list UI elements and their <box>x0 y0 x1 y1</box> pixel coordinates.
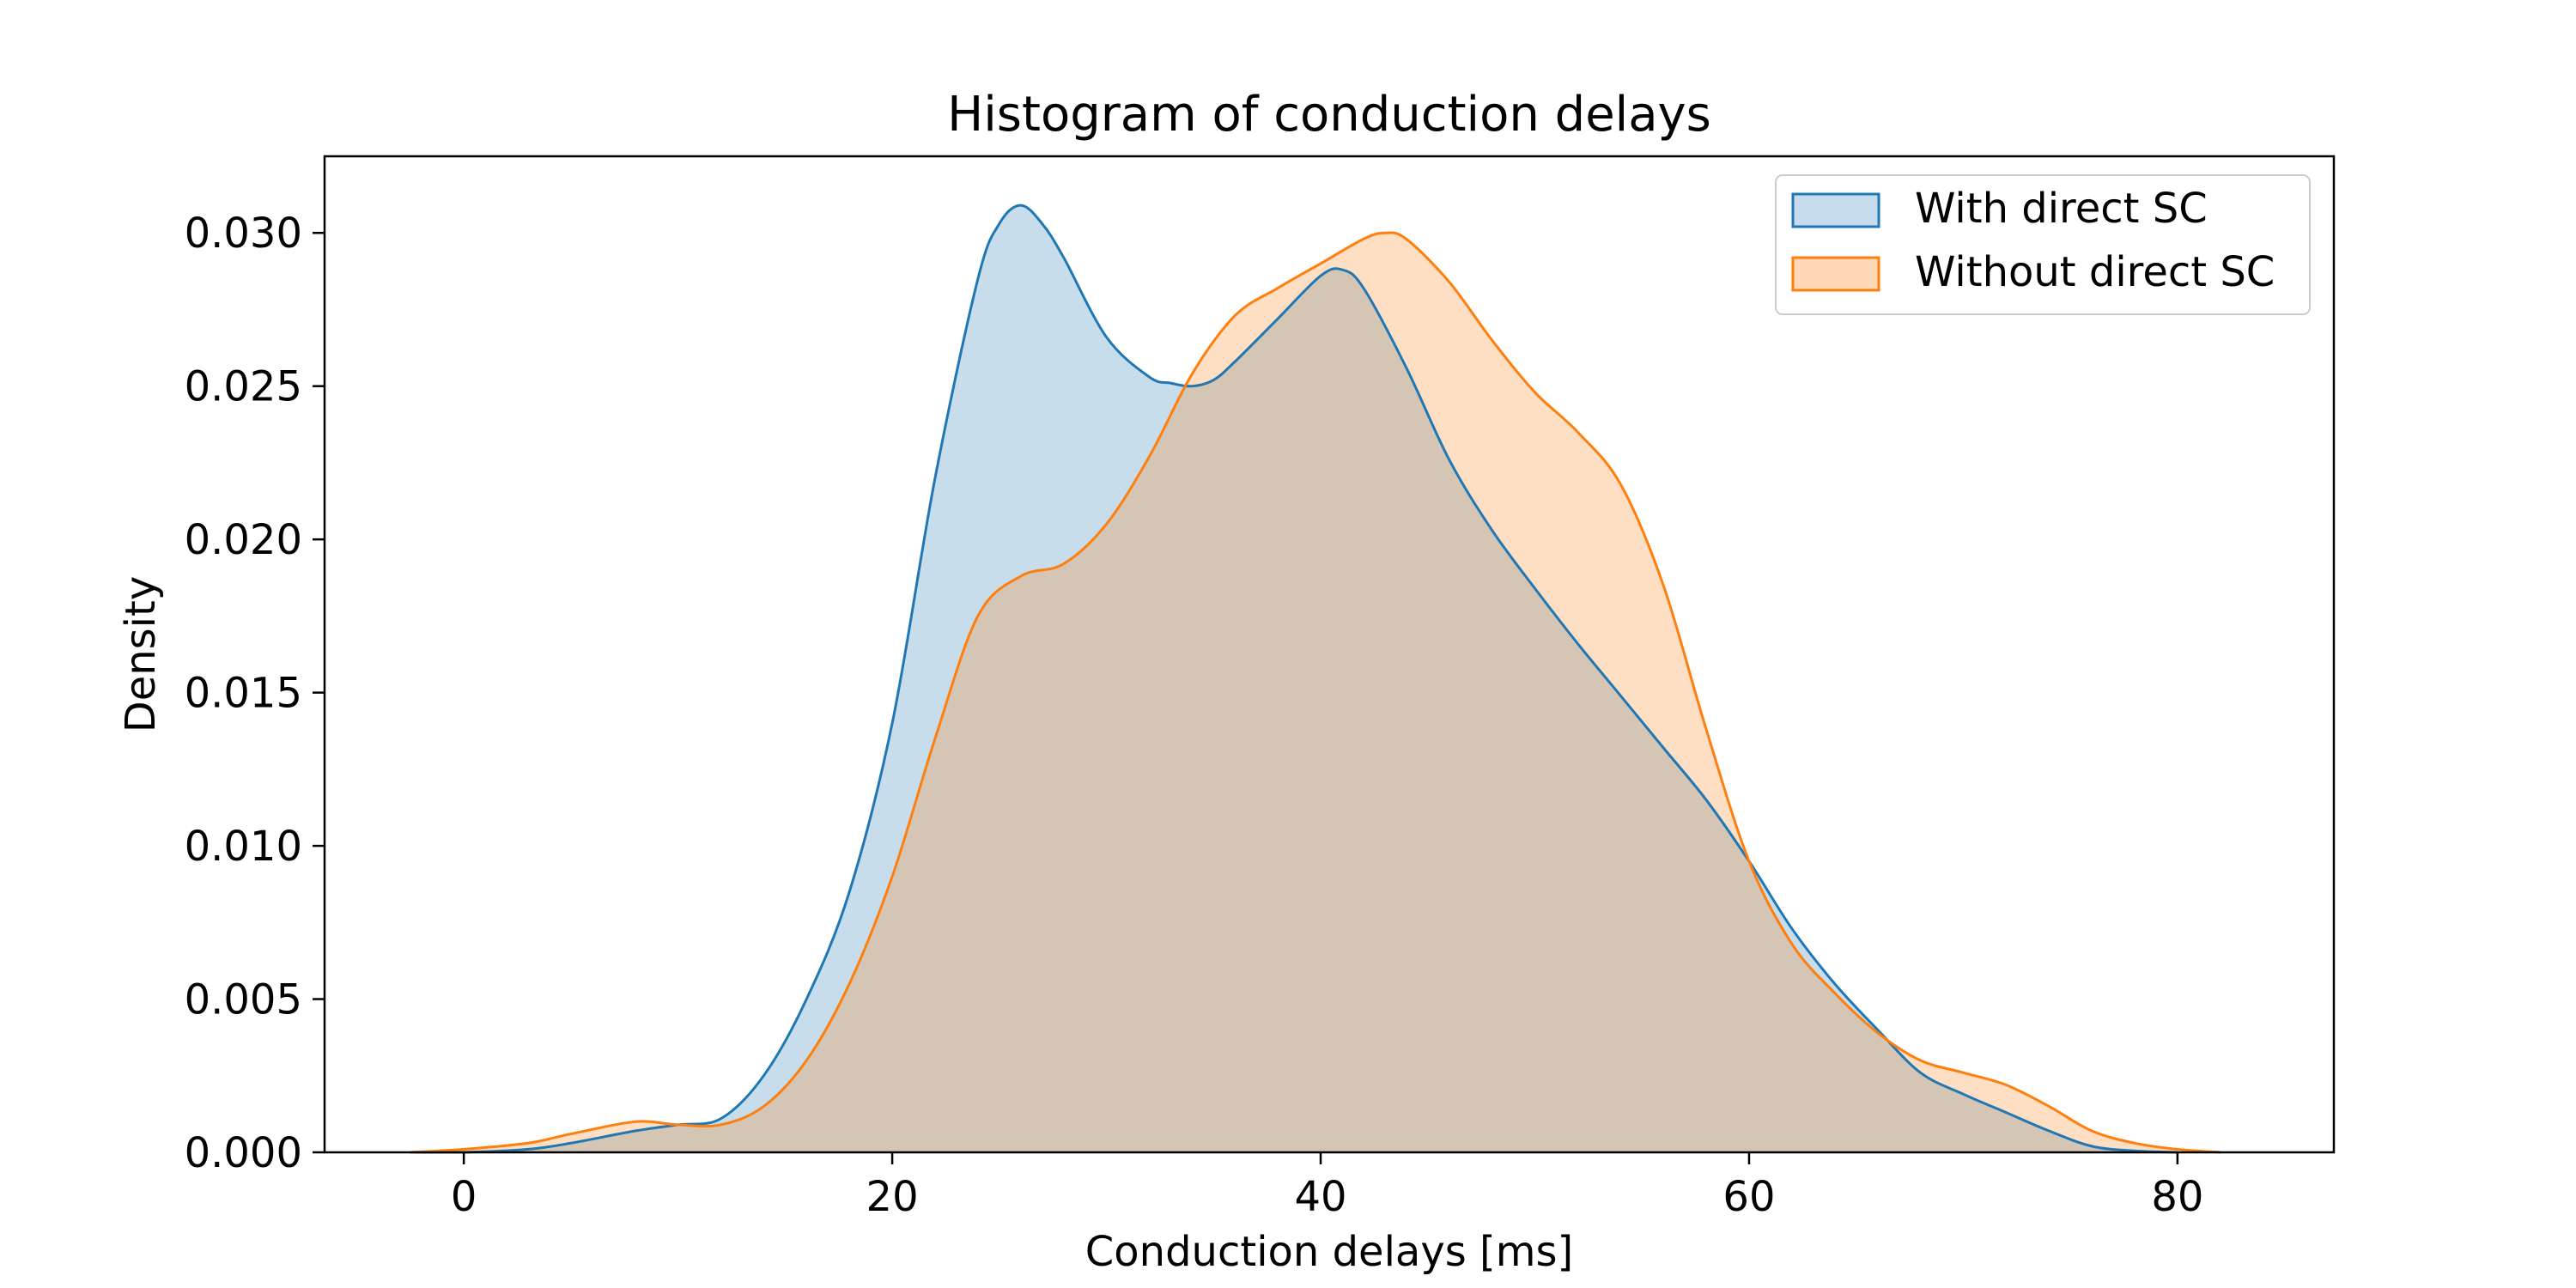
y-tick-label: 0.030 <box>185 210 302 258</box>
legend: With direct SC Without direct SC <box>1775 174 2311 315</box>
legend-swatch-without-direct-sc <box>1791 256 1880 292</box>
x-tick-label: 80 <box>2151 1173 2203 1221</box>
series-line-with-direct-sc <box>410 204 2178 1154</box>
axes-frame <box>323 155 2336 1154</box>
series-line-without-direct-sc <box>410 231 2221 1154</box>
y-axis-label: Density <box>117 576 165 732</box>
legend-box <box>1775 174 2311 315</box>
y-tick-label: 0.010 <box>185 823 302 871</box>
y-tick-label: 0.015 <box>185 670 302 718</box>
y-tick-label: 0.005 <box>185 976 302 1024</box>
series-area-with-direct-sc <box>410 205 2178 1153</box>
legend-label-without-direct-sc: Without direct SC <box>1915 248 2275 296</box>
y-tick-label: 0.000 <box>185 1129 302 1177</box>
chart-title: Histogram of conduction delays <box>947 87 1711 143</box>
plot-area <box>410 204 2221 1154</box>
x-tick-label: 40 <box>1294 1173 1346 1221</box>
x-axis-label: Conduction delays [ms] <box>1085 1228 1573 1276</box>
legend-swatch-with-direct-sc <box>1791 192 1880 228</box>
legend-label-with-direct-sc: With direct SC <box>1915 185 2208 233</box>
x-tick-label: 60 <box>1722 1173 1775 1221</box>
y-tick-label: 0.020 <box>185 516 302 564</box>
series-area-without-direct-sc <box>410 232 2221 1152</box>
x-tick-label: 20 <box>866 1173 919 1221</box>
y-tick-label: 0.025 <box>185 363 302 411</box>
x-tick-label: 0 <box>451 1173 477 1221</box>
axes: 0 20 40 60 80 0.000 0.005 0.010 0.015 0.020 0.025 0… <box>185 210 2204 1221</box>
